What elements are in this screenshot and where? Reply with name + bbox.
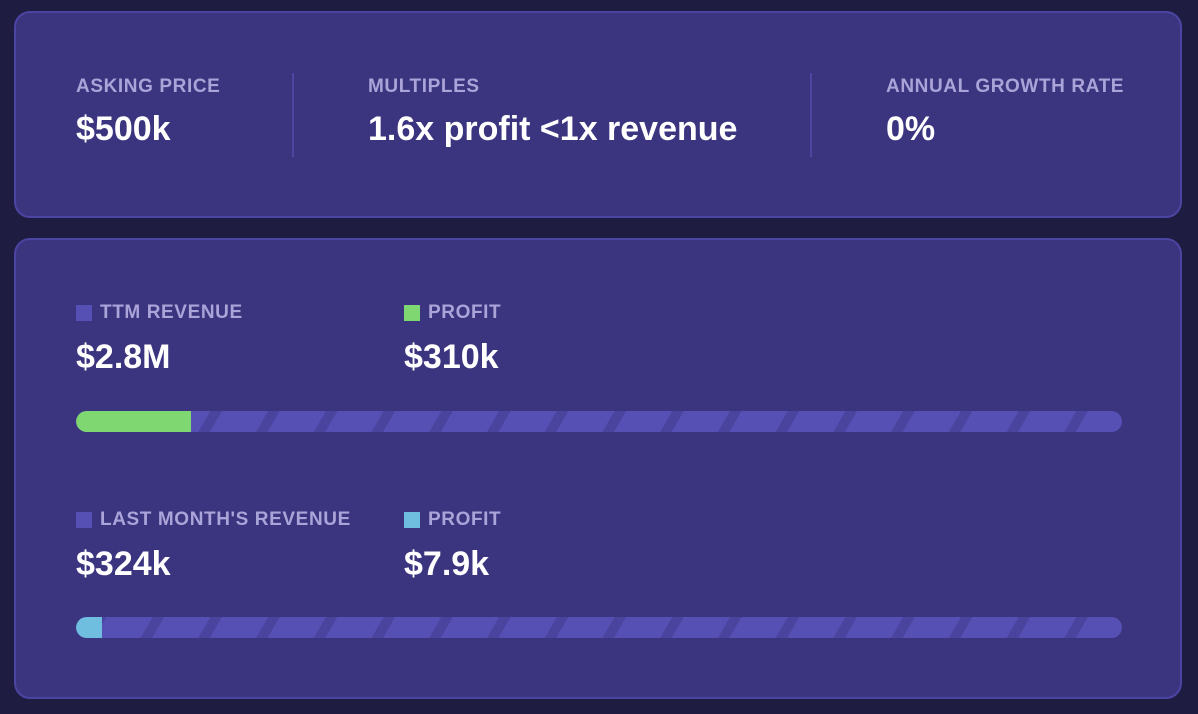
ttm-profit-label: PROFIT: [428, 302, 502, 323]
ttm-revenue-metric: TTM REVENUE $2.8M: [76, 302, 243, 377]
multiples-value: 1.6x profit <1x revenue: [368, 110, 738, 148]
ttm-profit-value: $310k: [404, 338, 499, 376]
multiples-stat: MULTIPLES 1.6x profit <1x revenue: [368, 76, 737, 149]
asking-price-stat: ASKING PRICE $500k: [76, 76, 220, 149]
asking-price-label: ASKING PRICE: [76, 76, 221, 97]
last-month-profit-label: PROFIT: [428, 509, 502, 530]
last-month-profit-value: $7.9k: [404, 545, 490, 583]
last-month-revenue-swatch: [76, 512, 92, 528]
ttm-profit-metric: PROFIT $310k: [404, 302, 501, 377]
multiples-label: MULTIPLES: [368, 76, 480, 97]
last-month-progress-bar: [76, 617, 1122, 638]
growth-rate-value: 0%: [886, 110, 936, 148]
divider: [810, 73, 812, 157]
ttm-progress-bar: [76, 411, 1122, 432]
last-month-revenue-value: $324k: [76, 545, 171, 583]
financials-card: TTM REVENUE $2.8M PROFIT $310k LAST MONT…: [14, 238, 1182, 699]
growth-rate-stat: ANNUAL GROWTH RATE 0%: [886, 76, 1124, 149]
asking-price-value: $500k: [76, 110, 171, 148]
ttm-profit-swatch: [404, 305, 420, 321]
last-month-revenue-metric: LAST MONTH'S REVENUE $324k: [76, 509, 351, 584]
last-month-profit-metric: PROFIT $7.9k: [404, 509, 501, 584]
ttm-revenue-swatch: [76, 305, 92, 321]
ttm-revenue-value: $2.8M: [76, 338, 171, 376]
growth-rate-label: ANNUAL GROWTH RATE: [886, 76, 1125, 97]
divider: [292, 73, 294, 157]
last-month-profit-swatch: [404, 512, 420, 528]
ttm-revenue-label: TTM REVENUE: [100, 302, 243, 323]
deal-summary-card: ASKING PRICE $500k MULTIPLES 1.6x profit…: [14, 11, 1182, 218]
ttm-profit-fill: [76, 411, 192, 432]
last-month-profit-fill: [76, 617, 103, 638]
last-month-revenue-label: LAST MONTH'S REVENUE: [100, 509, 351, 530]
